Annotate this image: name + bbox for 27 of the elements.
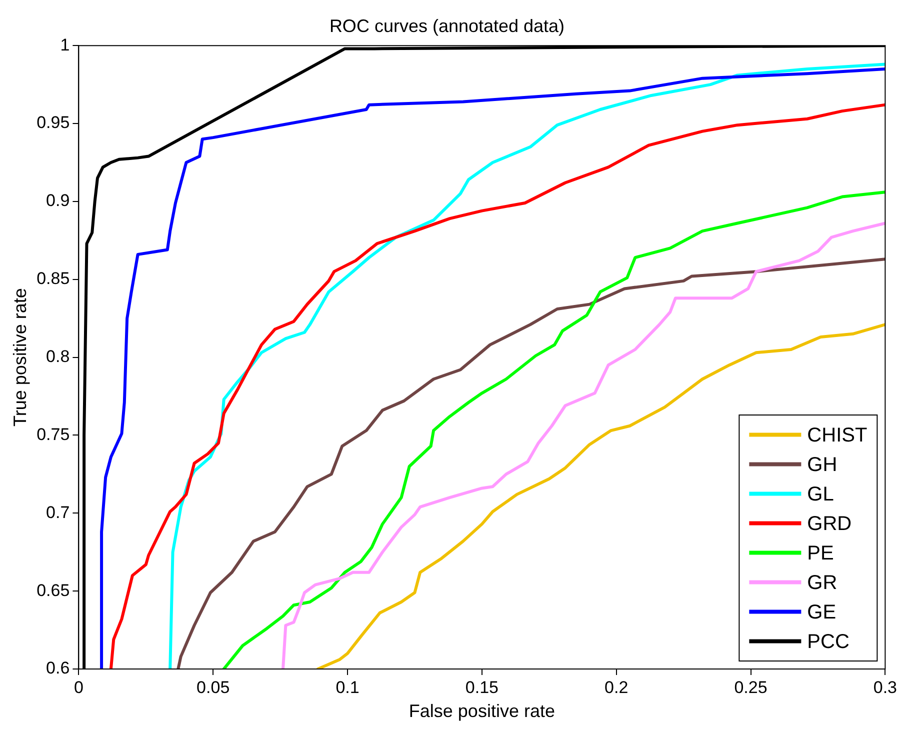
y-tick-label: 0.85 <box>36 269 70 288</box>
legend-label: GH <box>807 454 838 476</box>
x-tick-label: 0.3 <box>873 678 898 697</box>
x-tick-label: 0 <box>74 678 84 697</box>
y-tick-label: 0.65 <box>36 580 70 600</box>
legend-label: GL <box>807 483 834 506</box>
x-tick-label: 0.15 <box>465 678 498 697</box>
legend-label: GRD <box>807 512 852 535</box>
y-tick-label: 1 <box>60 35 70 54</box>
x-tick-label: 0.1 <box>336 678 360 697</box>
y-tick-label: 0.8 <box>46 346 70 366</box>
legend-label: GE <box>807 601 836 624</box>
y-tick-label: 0.7 <box>46 502 70 522</box>
y-tick-label: 0.75 <box>36 424 70 444</box>
legend-label: GR <box>807 572 838 594</box>
y-tick-label: 0.6 <box>46 658 70 678</box>
x-tick-label: 0.05 <box>196 678 230 697</box>
y-tick-label: 0.95 <box>36 113 70 132</box>
x-axis-title: False positive rate <box>408 701 555 722</box>
y-axis-title: True positive rate <box>10 288 30 427</box>
legend-label: PE <box>807 542 834 564</box>
chart-title: ROC curves (annotated data) <box>329 16 565 36</box>
x-tick-label: 0.2 <box>604 678 628 697</box>
legend-label: PCC <box>807 630 850 653</box>
x-tick-label: 0.25 <box>734 678 768 697</box>
y-tick-label: 0.9 <box>46 191 70 210</box>
legend-label: CHIST <box>807 424 868 446</box>
